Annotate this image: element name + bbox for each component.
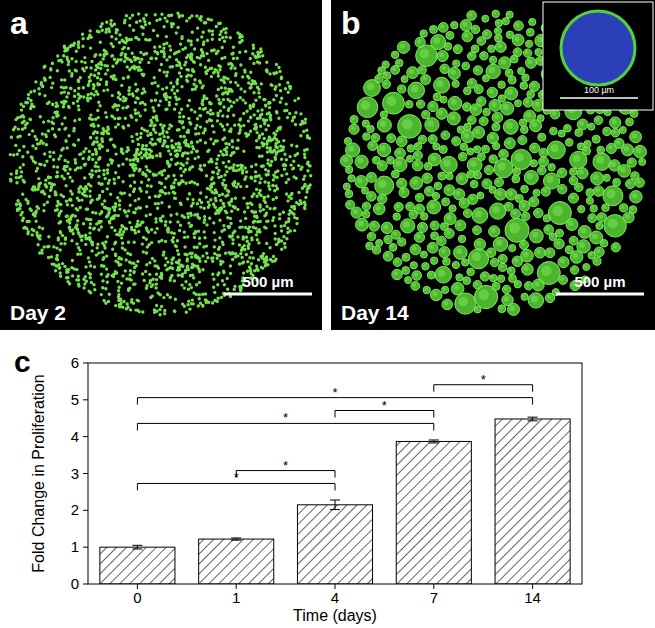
x-tick-label: 1	[232, 589, 240, 606]
y-tick-label: 4	[71, 428, 79, 445]
y-tick-label: 5	[71, 391, 79, 408]
error-bar	[132, 545, 142, 549]
scale-bar	[224, 293, 312, 296]
y-tick	[83, 363, 88, 364]
error-bar	[429, 440, 439, 443]
scale-bar	[556, 293, 644, 296]
panel-caption: Day 2	[10, 301, 66, 324]
x-tick-label: 7	[430, 589, 438, 606]
error-cap	[132, 545, 142, 546]
significance-label: *	[382, 398, 387, 413]
error-bar	[330, 500, 340, 510]
error-cap	[330, 500, 340, 501]
y-tick-label: 6	[71, 354, 79, 371]
panel-a: a Day 2 500 µm	[0, 0, 322, 330]
error-stem	[137, 545, 138, 549]
significance-label: *	[283, 410, 288, 425]
panel-caption: Day 14	[341, 301, 409, 324]
spheroid-highlights	[343, 11, 644, 311]
x-tick-label: 14	[524, 589, 541, 606]
error-stem	[335, 500, 336, 510]
panel-b: 100 µm b Day 14 500 µm	[331, 0, 655, 330]
inset-spheroid	[561, 11, 635, 85]
y-tick	[83, 510, 88, 511]
x-tick-label: 4	[331, 589, 339, 606]
y-tick-label: 1	[71, 538, 79, 555]
error-cap	[429, 439, 439, 440]
y-tick	[83, 584, 88, 585]
plot-frame	[88, 363, 582, 584]
error-bar	[231, 538, 241, 540]
y-tick	[83, 399, 88, 400]
error-cap	[330, 509, 340, 510]
bar	[100, 547, 175, 584]
error-cap	[528, 417, 538, 418]
error-cap	[429, 442, 439, 443]
image-background	[331, 0, 655, 330]
x-axis-title: Time (days)	[293, 607, 377, 624]
error-bar	[528, 417, 538, 421]
error-stem	[532, 417, 533, 421]
y-tick	[83, 473, 88, 474]
error-cap	[132, 549, 142, 550]
panel-letter: b	[341, 5, 361, 41]
y-tick	[83, 547, 88, 548]
y-axis-title: Fold Change in Proliferation	[30, 374, 47, 572]
y-tick-label: 0	[71, 575, 79, 592]
inset-scale-bar-label: 100 µm	[584, 85, 614, 95]
y-tick-label: 3	[71, 465, 79, 482]
y-tick	[83, 436, 88, 437]
significance-label: *	[332, 385, 337, 400]
error-cap	[231, 540, 241, 541]
bars	[100, 417, 570, 584]
spheroids	[340, 10, 646, 315]
figure: aDay 2500 µm100 µmbDay 14500 µmc******01…	[0, 0, 655, 628]
error-cap	[528, 420, 538, 421]
bar	[199, 539, 274, 584]
panel-letter: a	[10, 5, 28, 41]
image-background	[0, 0, 322, 330]
significance-label: *	[481, 372, 486, 387]
cell-dots	[9, 11, 313, 316]
scale-bar-label: 500 µm	[242, 273, 293, 290]
y-tick-label: 2	[71, 501, 79, 518]
x-tick-label: 0	[133, 589, 141, 606]
panel-c: c******0123456014714Time (days)Fold Chan…	[14, 345, 582, 624]
error-cap	[231, 537, 241, 538]
bar	[396, 441, 471, 584]
inset-scale-bar	[560, 97, 638, 99]
bar	[495, 419, 570, 584]
panel-letter: c	[14, 345, 31, 378]
scale-bar-label: 500 µm	[574, 273, 625, 290]
inset	[543, 2, 653, 110]
significance-label: *	[283, 458, 288, 473]
bar	[297, 505, 372, 584]
